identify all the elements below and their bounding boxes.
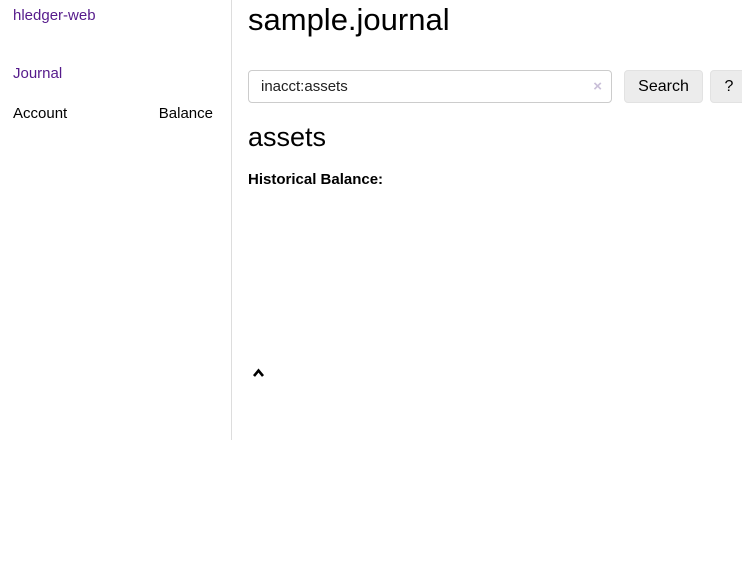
brand-link-wrap: hledger-web [13, 7, 231, 25]
main-content: sample.journal × Search ? assets Histori… [240, 0, 742, 582]
sidebar-item-journal[interactable]: Journal [13, 65, 63, 82]
chart-canvas [240, 198, 742, 348]
account-heading: assets [248, 122, 327, 152]
search-button[interactable]: Search [624, 70, 703, 103]
journal-link-wrap: Journal [13, 65, 62, 83]
chart-title: Historical Balance: [248, 171, 384, 188]
brand-link[interactable]: hledger-web [13, 7, 96, 24]
accounts-header-account: Account [13, 105, 68, 122]
register-header-description [345, 362, 450, 389]
register-header-amount [553, 362, 642, 389]
historical-balance-chart [240, 198, 742, 348]
chevron-up-icon [252, 368, 265, 377]
register-header-date[interactable] [248, 362, 345, 389]
sidebar: hledger-web Journal Account Balance [0, 0, 232, 440]
search-clear-icon[interactable]: × [593, 78, 602, 95]
search-input[interactable] [249, 71, 611, 102]
accounts-table: Account Balance [13, 103, 213, 125]
page-title: sample.journal [248, 2, 450, 37]
register-header-balance [642, 362, 736, 389]
accounts-header-balance: Balance [158, 105, 213, 122]
help-button[interactable]: ? [710, 70, 742, 103]
search-bar: × Search ? [248, 70, 742, 103]
register-header-accounts [450, 362, 553, 389]
search-input-wrap: × [248, 70, 612, 103]
register-table [248, 362, 736, 389]
